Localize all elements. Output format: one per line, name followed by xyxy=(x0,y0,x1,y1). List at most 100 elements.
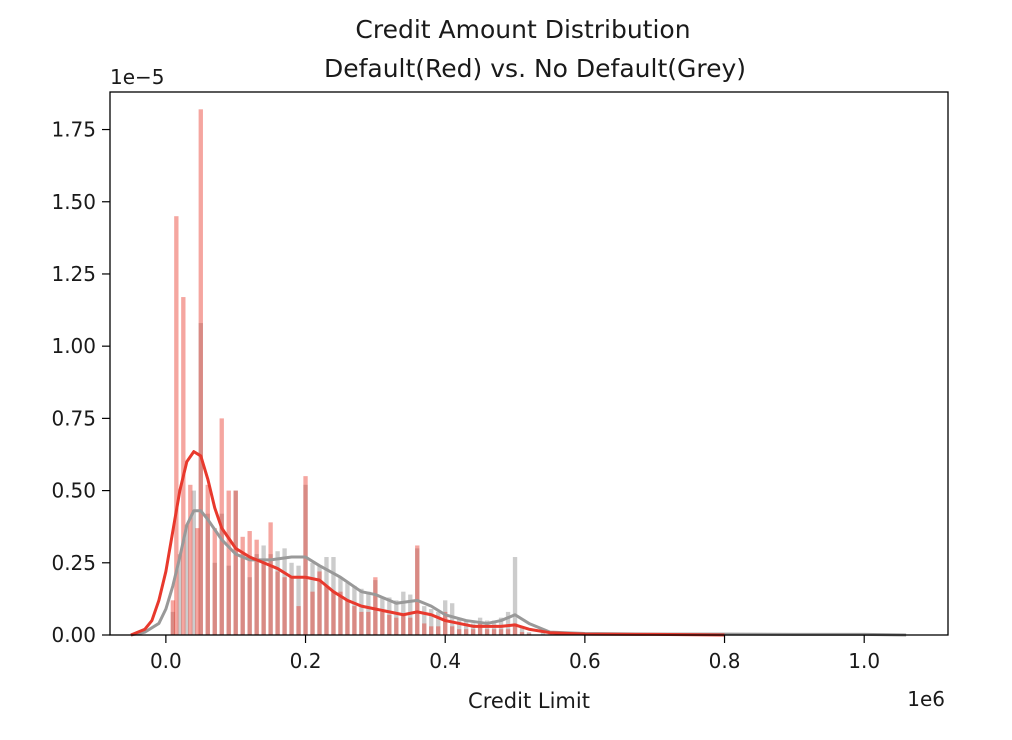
red-bar xyxy=(457,629,462,635)
grey-bar xyxy=(268,554,273,635)
grey-bar xyxy=(436,611,441,635)
red-bar xyxy=(387,614,392,635)
red-bar xyxy=(443,611,448,635)
red-bar xyxy=(317,571,322,635)
x-axis-ticks: 0.0 0.2 0.4 0.6 0.8 1.0 xyxy=(150,635,880,673)
red-bar xyxy=(436,626,441,635)
red-bar xyxy=(470,629,476,635)
red-bar xyxy=(519,632,525,635)
red-bar xyxy=(463,629,469,635)
grey-bar xyxy=(443,600,448,635)
red-bar xyxy=(415,545,420,635)
red-bar xyxy=(512,623,518,635)
grey-bar xyxy=(184,525,189,635)
y-tick-label: 0.50 xyxy=(51,479,96,503)
red-bar xyxy=(401,614,406,635)
grey-bar xyxy=(233,490,238,635)
grey-bar xyxy=(394,600,399,635)
red-bar xyxy=(205,484,210,635)
grey-bar xyxy=(463,620,469,635)
x-tick-label: 0.2 xyxy=(290,649,322,673)
red-bar xyxy=(366,611,371,635)
x-tick-label: 0.8 xyxy=(709,649,741,673)
red-bar xyxy=(491,629,497,635)
red-histogram xyxy=(170,109,727,635)
grey-bar xyxy=(519,626,525,635)
grey-bar xyxy=(191,490,196,635)
y-tick-label: 1.00 xyxy=(51,334,96,358)
red-bar xyxy=(338,591,343,635)
red-bar xyxy=(498,629,504,635)
red-bar xyxy=(380,611,385,635)
grey-bar xyxy=(387,597,392,635)
grey-bar xyxy=(198,323,203,635)
grey-bar xyxy=(212,562,217,635)
grey-bar xyxy=(303,484,308,635)
red-bar xyxy=(359,611,364,635)
grey-bar xyxy=(177,554,182,635)
red-bar xyxy=(324,585,329,635)
grey-bar xyxy=(226,565,231,635)
y-tick-label: 1.75 xyxy=(51,118,96,142)
y-offset-label: 1e−5 xyxy=(110,65,165,89)
x-tick-label: 0.0 xyxy=(150,649,182,673)
red-bar xyxy=(331,591,336,635)
red-bar xyxy=(170,600,176,635)
red-bar xyxy=(310,591,315,635)
red-bar xyxy=(477,623,483,635)
red-bar xyxy=(226,490,231,635)
red-bar xyxy=(188,484,193,635)
red-bar xyxy=(198,109,203,635)
red-bar xyxy=(296,606,301,635)
red-bar xyxy=(261,562,266,635)
grey-bar xyxy=(296,565,301,635)
grey-bar xyxy=(275,551,280,635)
red-bar xyxy=(212,528,217,635)
red-bar xyxy=(429,626,434,635)
grey-bar xyxy=(457,617,462,635)
red-bar xyxy=(450,626,455,635)
grey-bar xyxy=(359,588,364,635)
grey-bar xyxy=(205,513,210,635)
grey-bar xyxy=(380,597,385,635)
red-bar xyxy=(345,600,350,635)
y-axis-ticks: 0.00 0.25 0.50 0.75 1.00 1.25 1.50 1.75 xyxy=(51,118,110,647)
red-bar xyxy=(408,617,413,635)
red-bar xyxy=(233,490,238,635)
grey-bar xyxy=(512,557,518,635)
x-tick-label: 0.4 xyxy=(429,649,461,673)
grey-bar xyxy=(317,565,322,635)
x-tick-label: 0.6 xyxy=(569,649,601,673)
red-bar xyxy=(174,216,179,635)
plot-area xyxy=(130,109,907,637)
grey-bar xyxy=(247,577,252,635)
red-bar xyxy=(282,577,287,635)
grey-bar xyxy=(450,603,455,635)
x-tick-label: 1.0 xyxy=(848,649,880,673)
red-bar xyxy=(373,577,378,635)
grey-bar xyxy=(240,554,245,635)
grey-bar xyxy=(331,557,336,635)
red-bar xyxy=(268,522,273,635)
grey-bar xyxy=(254,554,259,635)
red-bar xyxy=(275,571,280,635)
grey-bar xyxy=(470,623,476,635)
red-bar xyxy=(240,536,245,635)
grey-bar xyxy=(422,606,427,635)
red-kde-line xyxy=(130,450,725,637)
grey-bar xyxy=(289,562,294,635)
red-bar xyxy=(352,606,357,635)
grey-bar xyxy=(310,562,315,635)
x-offset-label: 1e6 xyxy=(907,687,945,711)
y-tick-label: 1.25 xyxy=(51,262,96,286)
grey-bar xyxy=(352,585,357,635)
grey-bar xyxy=(282,548,287,635)
y-tick-label: 0.75 xyxy=(51,406,96,430)
red-bar xyxy=(247,531,252,635)
chart-title: Credit Amount Distribution xyxy=(355,15,690,44)
y-tick-label: 1.50 xyxy=(51,190,96,214)
red-bar xyxy=(181,297,186,635)
grey-bar xyxy=(505,611,511,635)
axes-frame xyxy=(109,91,949,636)
